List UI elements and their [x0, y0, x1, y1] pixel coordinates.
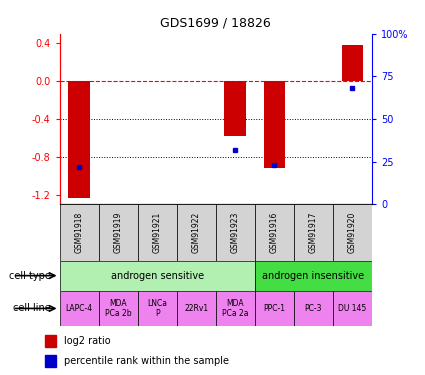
Bar — [138, 291, 177, 326]
Bar — [60, 204, 99, 261]
Text: LAPC-4: LAPC-4 — [65, 304, 93, 313]
Text: cell line: cell line — [13, 303, 51, 313]
Text: MDA
PCa 2b: MDA PCa 2b — [105, 299, 131, 318]
Bar — [68, 81, 90, 198]
Bar — [255, 291, 294, 326]
Bar — [333, 204, 372, 261]
Text: GSM91918: GSM91918 — [74, 212, 84, 253]
Bar — [264, 81, 285, 168]
Bar — [333, 291, 372, 326]
Text: PC-3: PC-3 — [305, 304, 322, 313]
Bar — [215, 204, 255, 261]
Bar — [45, 355, 56, 367]
Text: GSM91917: GSM91917 — [309, 212, 318, 253]
Bar — [138, 204, 177, 261]
Text: androgen sensitive: androgen sensitive — [110, 271, 204, 280]
Text: GSM91919: GSM91919 — [113, 212, 122, 253]
Bar — [177, 291, 215, 326]
Bar — [255, 204, 294, 261]
Text: GSM91923: GSM91923 — [231, 212, 240, 253]
Bar — [294, 291, 333, 326]
Bar — [60, 291, 99, 326]
Bar — [215, 291, 255, 326]
Text: GSM91920: GSM91920 — [348, 212, 357, 253]
Title: GDS1699 / 18826: GDS1699 / 18826 — [160, 17, 271, 30]
Text: GSM91916: GSM91916 — [270, 212, 279, 253]
Text: androgen insensitive: androgen insensitive — [262, 271, 364, 280]
Bar — [177, 204, 215, 261]
Text: LNCa
P: LNCa P — [147, 299, 167, 318]
Bar — [60, 261, 255, 291]
Text: 22Rv1: 22Rv1 — [184, 304, 208, 313]
Text: cell type: cell type — [9, 271, 51, 280]
Bar — [224, 81, 246, 136]
Text: percentile rank within the sample: percentile rank within the sample — [64, 356, 229, 366]
Text: DU 145: DU 145 — [338, 304, 366, 313]
Text: GSM91921: GSM91921 — [153, 212, 162, 253]
Bar — [255, 261, 372, 291]
Bar — [342, 45, 363, 81]
Bar — [294, 204, 333, 261]
Text: GSM91922: GSM91922 — [192, 212, 201, 253]
Bar — [45, 335, 56, 347]
Text: log2 ratio: log2 ratio — [64, 336, 110, 346]
Bar — [99, 204, 138, 261]
Text: MDA
PCa 2a: MDA PCa 2a — [222, 299, 249, 318]
Text: PPC-1: PPC-1 — [263, 304, 285, 313]
Bar — [99, 291, 138, 326]
